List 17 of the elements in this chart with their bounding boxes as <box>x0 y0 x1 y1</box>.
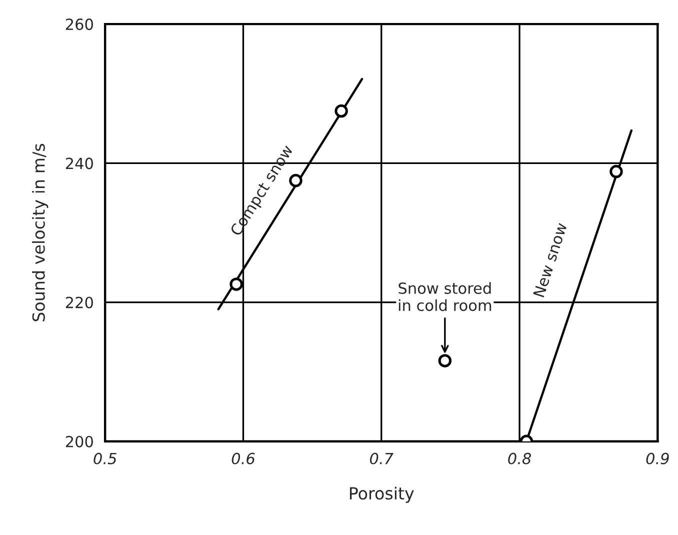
point <box>230 278 243 291</box>
y-tick-label: 220 <box>66 296 93 308</box>
x-tick-label: 0.6 <box>232 452 255 464</box>
annotation: New snow <box>533 222 568 298</box>
annotation: Snow stored in cold room <box>398 282 492 312</box>
x-tick-label: 0.5 <box>94 452 116 464</box>
x-tick-label: 0.7 <box>370 452 394 464</box>
point <box>610 164 623 178</box>
y-tick-label: 260 <box>66 18 93 30</box>
x-tick-label: 0.8 <box>508 452 532 464</box>
point <box>334 104 348 118</box>
x-tick-label: 0.9 <box>646 452 669 464</box>
y-tick-label: 240 <box>66 158 93 170</box>
y-tick-label: 200 <box>66 436 93 448</box>
point <box>438 354 452 368</box>
y-axis-title: Sound velocity in m/s <box>32 144 48 322</box>
x-axis-title: Porosity <box>350 486 414 503</box>
